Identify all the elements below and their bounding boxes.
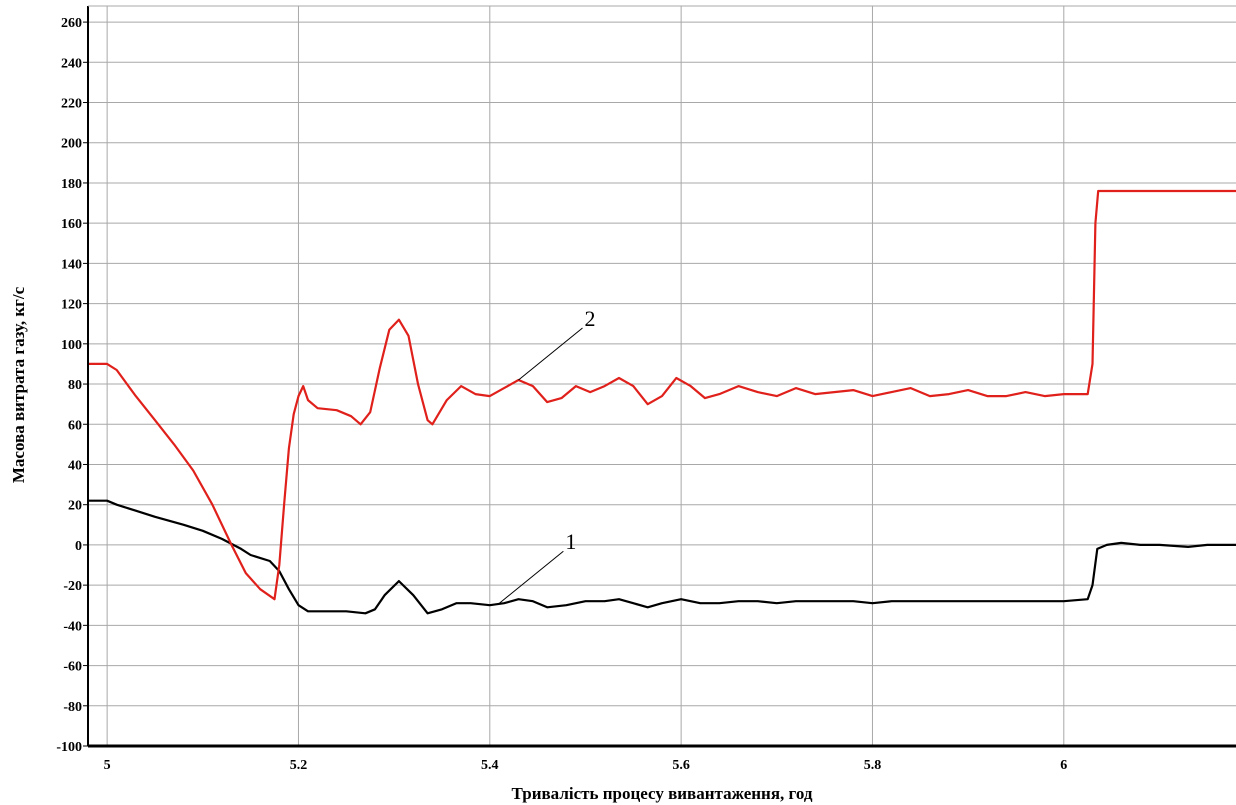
y-tick-label: -40 [63,619,82,634]
series-layer [88,189,1236,615]
annotation-label-1: 1 [565,529,576,554]
y-tick-label: 100 [61,338,82,353]
y-tick-label: -80 [63,700,82,715]
x-tick-label: 5.6 [672,758,690,773]
y-tick-label: 160 [61,217,82,232]
x-tick-label: 5.2 [290,758,308,773]
y-tick-label: 40 [68,458,82,473]
y-tick-label: 140 [61,257,82,272]
annotation-label-2: 2 [585,306,596,331]
y-tick-label: -60 [63,660,82,675]
tick-labels: 5 5.2 5.4 5.6 5.8 626024022020018016014012010… [56,16,1067,773]
y-tick-label: -20 [63,579,82,594]
y-axis-title: Масова витрата газу, кг/с [9,286,28,483]
y-tick-label: 200 [61,137,82,152]
y-tick-label: 220 [61,97,82,112]
x-tick-label: 6 [1060,758,1067,773]
x-tick-label: 5 [104,758,111,773]
annotation-leader-2 [518,327,583,381]
x-tick-label: 5.8 [864,758,882,773]
y-tick-label: 20 [68,499,82,514]
series-line-2 [88,189,1236,601]
y-tick-label: 120 [61,298,82,313]
annotations: 12 [499,306,596,604]
y-tick-label: -100 [56,740,82,755]
annotation-leader-1 [499,550,564,604]
y-tick-label: 60 [68,418,82,433]
axes-layer [83,5,1236,748]
grid-layer [88,6,1236,746]
y-tick-label: 80 [68,378,82,393]
y-tick-label: 260 [61,16,82,31]
y-tick-label: 240 [61,56,82,71]
y-tick-label: 180 [61,177,82,192]
y-tick-label: 0 [75,539,82,554]
x-axis-title: Тривалість процесу вивантаження, год [512,784,813,803]
x-tick-label: 5.4 [481,758,499,773]
